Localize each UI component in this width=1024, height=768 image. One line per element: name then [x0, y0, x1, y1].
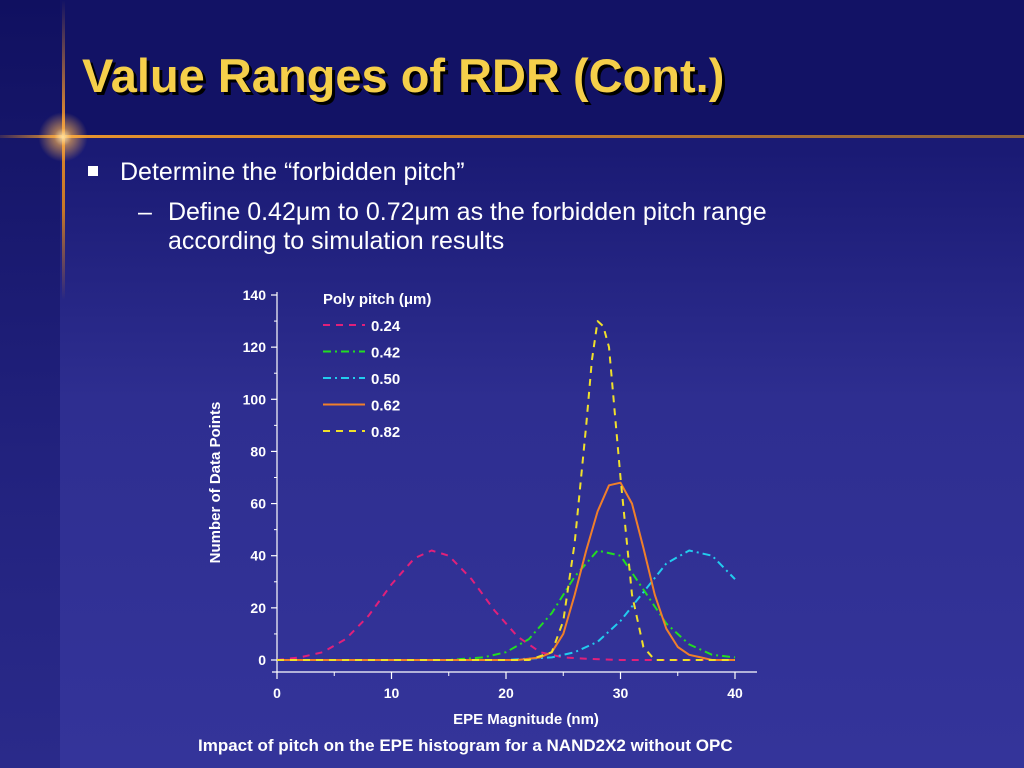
x-tick-label: 30	[613, 685, 629, 701]
legend-title: Poly pitch (μm)	[323, 291, 431, 308]
slide-title: Value Ranges of RDR (Cont.)	[82, 49, 725, 102]
bullet-level1-text: Determine the “forbidden pitch”	[120, 158, 465, 186]
x-tick-label: 20	[498, 685, 514, 701]
x-tick-label: 40	[727, 685, 743, 701]
series-line-0.50	[277, 549, 736, 661]
legend-label-0.42: 0.42	[371, 345, 400, 362]
square-bullet-icon	[88, 166, 98, 177]
header-band	[0, 0, 1024, 138]
bullet-level2-text: Define 0.42μm to 0.72μm as the forbidden…	[168, 198, 908, 256]
legend-label-0.82: 0.82	[371, 424, 400, 441]
y-tick-label: 100	[243, 391, 267, 407]
legend-label-0.62: 0.62	[371, 398, 400, 415]
series-line-0.62	[277, 481, 735, 661]
y-tick-label: 40	[250, 548, 266, 564]
series-line-0.42	[277, 549, 736, 661]
accent-glow	[38, 112, 88, 162]
y-axis-label: Number of Data Points	[207, 402, 224, 564]
legend-label-0.24: 0.24	[371, 318, 401, 335]
bullet-level1: Determine the “forbidden pitch”	[88, 158, 465, 187]
legend-label-0.50: 0.50	[371, 371, 400, 388]
y-tick-label: 0	[258, 652, 266, 668]
series-line-0.24	[276, 549, 735, 661]
dash-bullet: –	[138, 198, 152, 226]
y-tick-label: 120	[243, 339, 267, 355]
y-tick-label: 20	[250, 600, 266, 616]
horizontal-accent-line	[0, 135, 1024, 138]
bullet-level2-line1: Define 0.42μm to 0.72μm as the forbidden…	[168, 198, 767, 226]
x-tick-label: 10	[384, 685, 400, 701]
series-line-0.82	[277, 320, 735, 661]
bullet-level2-line2: according to simulation results	[168, 227, 505, 255]
y-tick-label: 60	[250, 496, 266, 512]
x-tick-label: 0	[273, 685, 281, 701]
chart-caption: Impact of pitch on the EPE histogram for…	[198, 736, 733, 755]
y-tick-label: 80	[250, 443, 266, 459]
y-tick-label: 140	[243, 287, 267, 303]
x-axis-label: EPE Magnitude (nm)	[453, 711, 599, 728]
